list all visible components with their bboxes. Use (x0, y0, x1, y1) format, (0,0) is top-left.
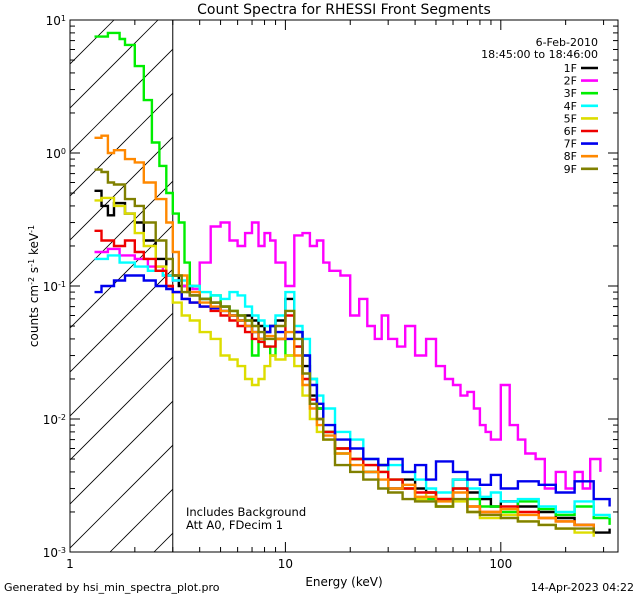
legend-label: 1F (564, 62, 577, 75)
legend-label: 7F (564, 138, 577, 151)
series-2F (94, 221, 602, 490)
legend-label: 6F (564, 125, 577, 138)
footer-timestamp: 14-Apr-2023 04:22 (530, 581, 634, 594)
y-tick-label: 100 (46, 147, 66, 162)
series-4F (94, 254, 611, 518)
y-tick-label: 10-1 (43, 280, 66, 295)
series-9F (94, 168, 595, 533)
hatch-line (70, 444, 173, 549)
y-tick-label: 10-2 (43, 413, 66, 428)
legend-label: 4F (564, 100, 577, 113)
y-tick-label: 101 (46, 14, 66, 29)
legend-label: 9F (564, 163, 577, 176)
hatch-line (70, 400, 173, 505)
x-tick-label: 10 (278, 557, 293, 571)
series-8F (94, 134, 595, 533)
hatch-line (70, 92, 173, 197)
y-tick-label: 10-3 (43, 546, 66, 561)
x-tick-label: 1 (66, 557, 74, 571)
time-range-label: 18:45:00 to 18:46:00 (481, 48, 598, 61)
legend-label: 2F (564, 75, 577, 88)
axes: 1 10 100 10-3 10-2 10-1 100 101 (43, 14, 618, 571)
date-label: 6-Feb-2010 (536, 36, 598, 49)
annotation-attenuator: Att A0, FDecim 1 (186, 518, 283, 532)
x-tick-label: 100 (489, 557, 512, 571)
y-axis-label: counts cm-2 s-1 keV-1 (27, 225, 42, 347)
series-layer (94, 31, 611, 537)
chart-title: Count Spectra for RHESSI Front Segments (197, 2, 491, 18)
x-axis-label: Energy (keV) (305, 575, 382, 589)
footer-generated-by: Generated by hsi_min_spectra_plot.pro (4, 581, 220, 594)
hatch-line (70, 48, 173, 153)
annotation-background: Includes Background (186, 505, 306, 519)
legend-label: 5F (564, 112, 577, 125)
legend-label: 8F (564, 150, 577, 163)
legend-label: 3F (564, 87, 577, 100)
